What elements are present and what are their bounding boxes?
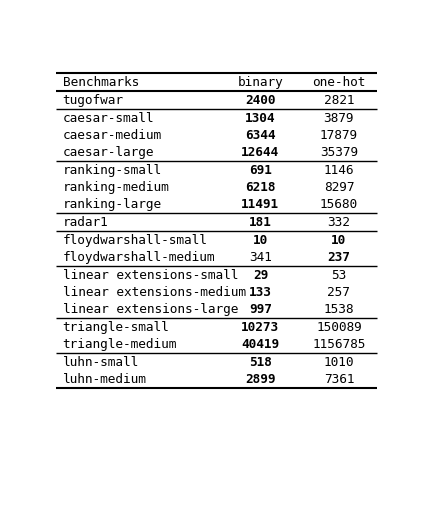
Text: 341: 341: [249, 251, 272, 264]
Text: ranking-large: ranking-large: [62, 198, 162, 211]
Text: tugofwar: tugofwar: [62, 94, 124, 107]
Text: 2400: 2400: [245, 94, 276, 107]
Text: 6218: 6218: [245, 181, 276, 194]
Text: caesar-small: caesar-small: [62, 112, 154, 125]
Text: 53: 53: [331, 269, 346, 282]
Text: 1010: 1010: [324, 356, 354, 369]
Text: 150089: 150089: [316, 321, 362, 334]
Text: 518: 518: [249, 356, 272, 369]
Text: 10: 10: [253, 234, 268, 247]
Text: 40419: 40419: [241, 338, 279, 351]
Text: 257: 257: [327, 286, 350, 299]
Text: 691: 691: [249, 164, 272, 177]
Text: 10273: 10273: [241, 321, 279, 334]
Text: 7361: 7361: [324, 373, 354, 386]
Text: 997: 997: [249, 303, 272, 316]
Text: one-hot: one-hot: [312, 76, 365, 89]
Text: 3879: 3879: [324, 112, 354, 125]
Text: floydwarshall-small: floydwarshall-small: [62, 234, 208, 247]
Text: triangle-small: triangle-small: [62, 321, 169, 334]
Text: 181: 181: [249, 216, 272, 229]
Text: 1304: 1304: [245, 112, 276, 125]
Text: floydwarshall-medium: floydwarshall-medium: [62, 251, 215, 264]
Text: 17879: 17879: [320, 129, 358, 142]
Text: radar1: radar1: [62, 216, 108, 229]
Text: 35379: 35379: [320, 146, 358, 159]
Text: 12644: 12644: [241, 146, 279, 159]
Text: ranking-medium: ranking-medium: [62, 181, 169, 194]
Text: 2821: 2821: [324, 94, 354, 107]
Text: 6344: 6344: [245, 129, 276, 142]
Text: 1146: 1146: [324, 164, 354, 177]
Text: caesar-large: caesar-large: [62, 146, 154, 159]
Text: 11491: 11491: [241, 198, 279, 211]
Text: triangle-medium: triangle-medium: [62, 338, 177, 351]
Text: 10: 10: [331, 234, 346, 247]
Text: linear extensions-medium: linear extensions-medium: [62, 286, 246, 299]
Text: ranking-small: ranking-small: [62, 164, 162, 177]
Text: 2899: 2899: [245, 373, 276, 386]
Text: luhn-small: luhn-small: [62, 356, 139, 369]
Text: 237: 237: [327, 251, 350, 264]
Text: Benchmarks: Benchmarks: [62, 76, 139, 89]
Text: linear extensions-small: linear extensions-small: [62, 269, 238, 282]
Text: binary: binary: [238, 76, 283, 89]
Text: 133: 133: [249, 286, 272, 299]
Text: 15680: 15680: [320, 198, 358, 211]
Text: 8297: 8297: [324, 181, 354, 194]
Text: 1156785: 1156785: [312, 338, 365, 351]
Text: 332: 332: [327, 216, 350, 229]
Text: luhn-medium: luhn-medium: [62, 373, 146, 386]
Text: caesar-medium: caesar-medium: [62, 129, 162, 142]
Text: linear extensions-large: linear extensions-large: [62, 303, 238, 316]
Text: 29: 29: [253, 269, 268, 282]
Text: 1538: 1538: [324, 303, 354, 316]
